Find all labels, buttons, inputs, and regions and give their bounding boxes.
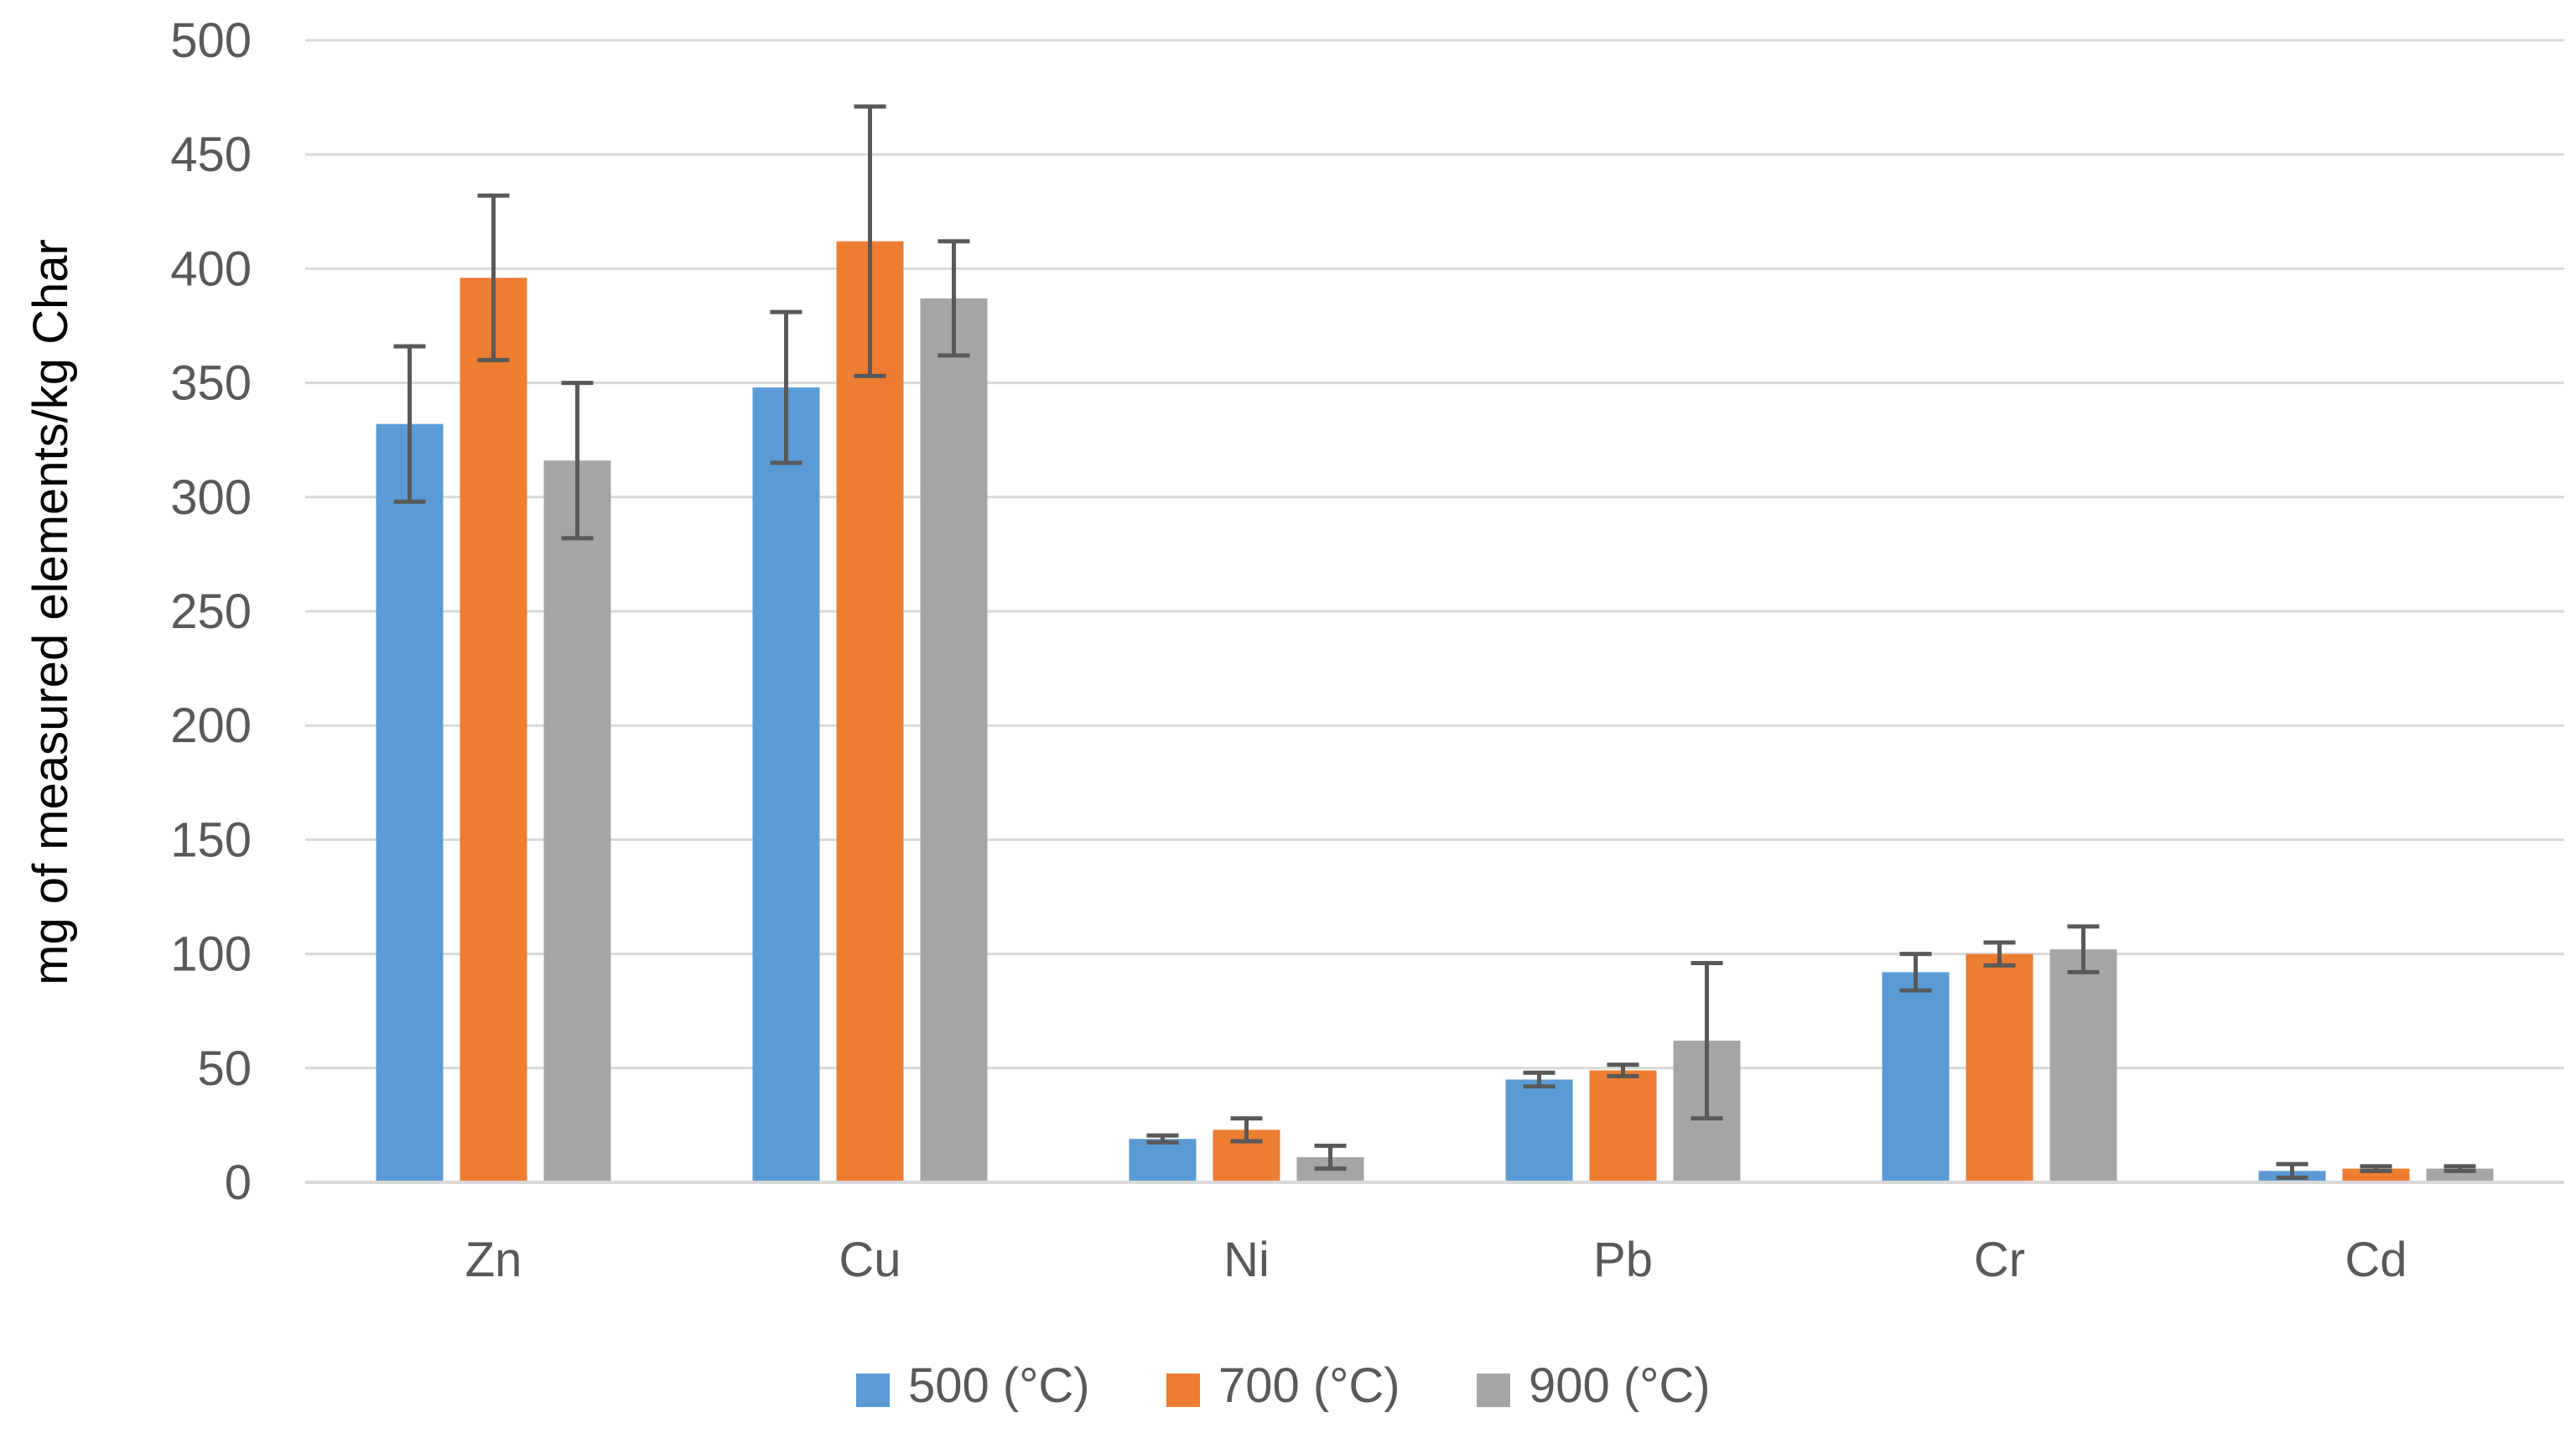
error-bar-zn-series-2 [477, 193, 510, 362]
error-bar-cd-series-2 [2360, 1164, 2392, 1173]
y-axis-title: mg of measured elements/kg Char [23, 239, 78, 985]
error-bar-zn-series-3 [561, 381, 594, 541]
legend: 500 (°C) 700 (°C) 900 (°C) [856, 1358, 1711, 1413]
bar-ni-series-1 [1129, 1139, 1197, 1182]
error-bar-pb-series-1 [1523, 1070, 1555, 1089]
x-tick-label: Cu [839, 1233, 901, 1287]
legend-item-series-2: 700 (°C) [1166, 1358, 1400, 1413]
axis-labels: mg of measured elements/kg Char [23, 239, 78, 985]
y-tick-label: 500 [170, 13, 252, 68]
y-tick-label: 350 [170, 356, 252, 411]
y-tick-label: 100 [170, 927, 252, 982]
legend-label: 700 (°C) [1218, 1358, 1400, 1413]
legend-swatch [1477, 1374, 1510, 1407]
bar-zn-series-2 [460, 278, 527, 1182]
legend-item-series-3: 900 (°C) [1477, 1358, 1711, 1413]
error-bar-cu-series-2 [854, 104, 886, 378]
error-bar-cr-series-3 [2067, 924, 2100, 974]
y-tick-label: 200 [170, 699, 252, 753]
error-bar-zn-series-1 [393, 344, 426, 504]
x-tick-label: Pb [1593, 1233, 1653, 1287]
legend-label: 900 (°C) [1529, 1358, 1711, 1413]
error-bars [393, 104, 2476, 1181]
error-bar-cr-series-2 [1983, 940, 2016, 968]
error-bar-ni-series-1 [1146, 1133, 1179, 1145]
legend-item-series-1: 500 (°C) [856, 1358, 1090, 1413]
y-tick-label: 250 [170, 584, 252, 639]
x-tick-label: Cd [2345, 1233, 2407, 1287]
error-bar-cd-series-3 [2444, 1164, 2476, 1173]
y-tick-label: 150 [170, 813, 252, 867]
x-tick-label: Cr [1974, 1233, 2025, 1287]
bar-cu-series-3 [920, 298, 988, 1182]
error-bar-cu-series-3 [937, 239, 970, 358]
gridlines [305, 39, 2564, 1070]
error-bar-cd-series-1 [2276, 1161, 2309, 1181]
y-tick-label: 50 [197, 1041, 252, 1096]
error-bar-cr-series-1 [1899, 952, 1932, 993]
bars [376, 241, 2494, 1183]
bar-cr-series-2 [1966, 953, 2033, 1182]
bar-pb-series-2 [1589, 1070, 1657, 1182]
x-tick-label: Ni [1223, 1233, 1270, 1287]
y-tick-label: 300 [170, 470, 252, 525]
bar-pb-series-1 [1505, 1079, 1573, 1182]
bar-zn-series-1 [376, 423, 444, 1183]
error-bar-ni-series-2 [1230, 1116, 1263, 1144]
error-bar-pb-series-2 [1607, 1062, 1639, 1078]
error-bar-ni-series-3 [1314, 1143, 1347, 1171]
bar-cu-series-1 [752, 387, 820, 1183]
bar-cu-series-2 [836, 241, 904, 1182]
legend-swatch [1166, 1374, 1200, 1407]
error-bar-cu-series-1 [770, 309, 802, 465]
bar-zn-series-3 [543, 460, 611, 1182]
x-tick-label: Zn [465, 1233, 522, 1287]
legend-label: 500 (°C) [908, 1358, 1090, 1413]
legend-swatch [856, 1374, 890, 1407]
error-bar-pb-series-3 [1690, 960, 1723, 1121]
y-tick-label: 450 [170, 127, 252, 182]
bar-cd-series-3 [2426, 1168, 2494, 1182]
bar-cr-series-3 [2049, 949, 2117, 1182]
bar-cd-series-2 [2342, 1168, 2410, 1182]
y-tick-label: 0 [225, 1156, 252, 1210]
y-tick-label: 400 [170, 242, 252, 296]
axes: 0 50 100 150 200 250 300 350 400 450 500 Zn Cu Ni Pb Cr… [170, 13, 2564, 1287]
bar-cr-series-1 [1882, 972, 1950, 1182]
